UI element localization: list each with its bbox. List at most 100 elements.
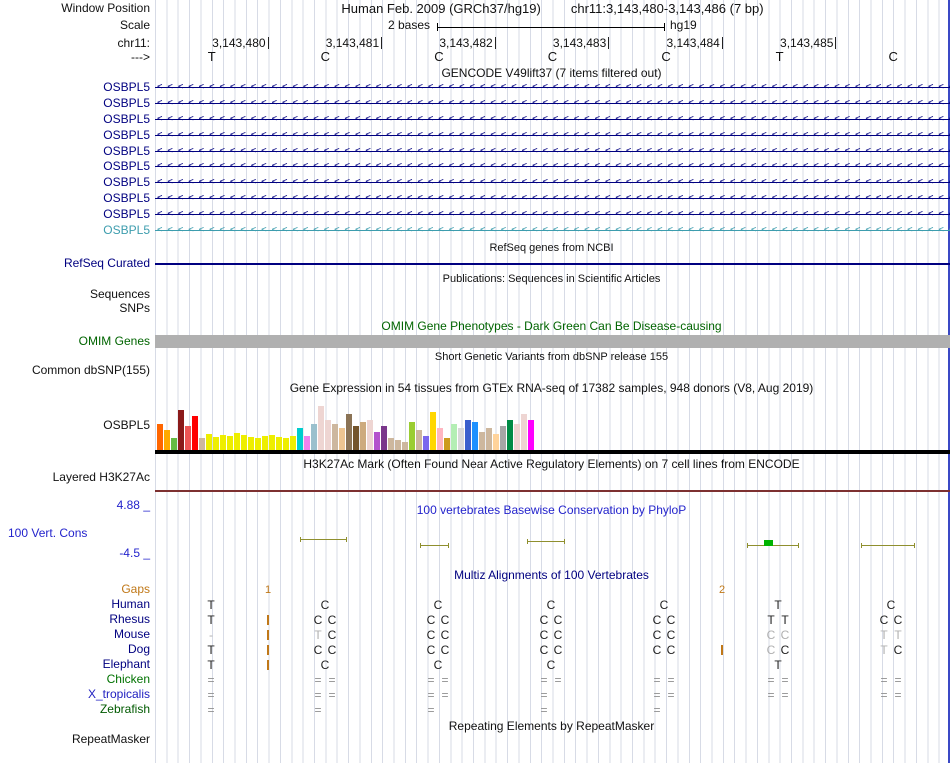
species-label[interactable]: Elephant	[102, 657, 150, 671]
alignment-base: =	[314, 703, 322, 717]
strand-label: --->	[131, 50, 150, 64]
repeatmasker-track-label[interactable]: RepeatMasker	[71, 732, 150, 746]
gene-row-label[interactable]: OSBPL5	[103, 128, 150, 142]
gtex-bar	[500, 426, 506, 450]
gene-row-label[interactable]: OSBPL5	[103, 144, 150, 158]
gene-row[interactable]	[155, 145, 950, 158]
alignment-base: C	[327, 628, 337, 642]
gencode-track-title[interactable]: GENCODE V49lift37 (7 items filtered out)	[441, 66, 662, 80]
gene-row[interactable]	[155, 81, 950, 94]
species-label[interactable]: Human	[111, 597, 150, 611]
alignment-row[interactable]: = = = = = = = = = = = = =	[155, 673, 950, 687]
species-label[interactable]: Zebrafish	[99, 702, 150, 716]
dbsnp-track-title[interactable]: Short Genetic Variants from dbSNP releas…	[434, 351, 669, 363]
alignment-base: C	[440, 643, 450, 657]
snps-track-label[interactable]: SNPs	[119, 301, 150, 315]
alignment-base: C	[659, 598, 669, 612]
phylop-track-label[interactable]: 100 Vert. Cons	[8, 526, 88, 540]
gene-row-label[interactable]: OSBPL5	[103, 207, 150, 221]
alignment-base: C	[426, 613, 436, 627]
gene-row[interactable]	[155, 160, 950, 173]
gene-row-label[interactable]: OSBPL5	[103, 159, 150, 173]
gtex-bar	[290, 436, 296, 450]
gene-row[interactable]	[155, 176, 950, 189]
alignment-base: C	[433, 598, 443, 612]
h3k27ac-track-title[interactable]: H3K27Ac Mark (Often Found Near Active Re…	[303, 457, 800, 471]
species-label[interactable]: Gaps	[121, 582, 150, 596]
gene-row-label[interactable]: OSBPL5	[103, 191, 150, 205]
gtex-bar	[444, 438, 450, 450]
gtex-bar	[276, 437, 282, 450]
gene-row-label[interactable]: OSBPL5	[103, 175, 150, 189]
gene-row-label[interactable]: OSBPL5	[103, 112, 150, 126]
alignment-base: =	[894, 688, 902, 702]
alignment-base: C	[546, 598, 556, 612]
gtex-bar	[241, 435, 247, 450]
gene-row[interactable]	[155, 224, 950, 237]
alignment-base: C	[313, 613, 323, 627]
species-label[interactable]: Dog	[127, 642, 150, 656]
gtex-bar	[465, 420, 471, 450]
gtex-bar	[381, 426, 387, 450]
alignment-base: =	[328, 688, 336, 702]
species-label[interactable]: Mouse	[113, 627, 150, 641]
gene-row[interactable]	[155, 129, 950, 142]
alignment-row[interactable]: = = = = = = = = = = = =	[155, 688, 950, 702]
alignment-base: C	[780, 643, 790, 657]
gtex-bar-chart[interactable]	[157, 404, 534, 450]
species-label[interactable]: Chicken	[106, 672, 150, 686]
gtex-track-title[interactable]: Gene Expression in 54 tissues from GTEx …	[289, 381, 814, 395]
gene-row-label[interactable]: OSBPL5	[103, 80, 150, 94]
omim-track-label[interactable]: OMIM Genes	[78, 334, 150, 348]
alignment-base: C	[553, 613, 563, 627]
gtex-track-label[interactable]: OSBPL5	[103, 418, 150, 432]
gtex-bar	[402, 442, 408, 450]
gtex-bar	[514, 424, 520, 450]
refseq-track-title[interactable]: RefSeq genes from NCBI	[489, 242, 614, 254]
gtex-bar	[192, 416, 198, 450]
repeatmasker-track-title[interactable]: Repeating Elements by RepeatMasker	[448, 719, 655, 733]
gene-row-label[interactable]: OSBPL5	[103, 96, 150, 110]
gene-row[interactable]	[155, 208, 950, 221]
alignment-base: T	[880, 643, 888, 657]
gtex-bar	[353, 426, 359, 450]
insertion-bar	[267, 660, 269, 670]
gene-row[interactable]	[155, 97, 950, 110]
ruler-tick	[494, 37, 496, 49]
alignment-base: C	[539, 628, 549, 642]
gene-row[interactable]	[155, 192, 950, 205]
gene-row-label[interactable]: OSBPL5	[103, 223, 150, 237]
omim-track-title[interactable]: OMIM Gene Phenotypes - Dark Green Can Be…	[381, 319, 722, 333]
h3k27ac-track-label[interactable]: Layered H3K27Ac	[52, 470, 150, 484]
alignment-base: =	[894, 673, 902, 687]
alignment-base: C	[893, 613, 903, 627]
species-label[interactable]: X_tropicalis	[87, 687, 150, 701]
species-label[interactable]: Rhesus	[109, 612, 150, 626]
alignment-row[interactable]: = = = = =	[155, 703, 950, 717]
sequences-track-label[interactable]: Sequences	[89, 287, 150, 301]
phylop-track-title[interactable]: 100 vertebrates Basewise Conservation by…	[416, 503, 687, 517]
gtex-bar	[374, 432, 380, 450]
gene-row[interactable]	[155, 113, 950, 126]
publications-track-title[interactable]: Publications: Sequences in Scientific Ar…	[442, 273, 661, 285]
dbsnp-track-label[interactable]: Common dbSNP(155)	[31, 363, 150, 377]
multiz-track-title[interactable]: Multiz Alignments of 100 Vertebrates	[454, 568, 649, 582]
refseq-track-label[interactable]: RefSeq Curated	[63, 256, 150, 270]
alignment-base: =	[767, 688, 775, 702]
scale-value: 2 bases	[387, 18, 430, 32]
omim-gene-bar[interactable]	[155, 335, 950, 348]
gtex-bar	[486, 428, 492, 450]
refseq-gene-line[interactable]	[155, 263, 950, 265]
gtex-bar	[360, 422, 366, 450]
alignment-base: T	[207, 643, 215, 657]
position-title: chr11:3,143,480-3,143,486 (7 bp)	[570, 1, 764, 16]
alignment-base: -	[209, 628, 213, 642]
gtex-bar	[437, 428, 443, 450]
